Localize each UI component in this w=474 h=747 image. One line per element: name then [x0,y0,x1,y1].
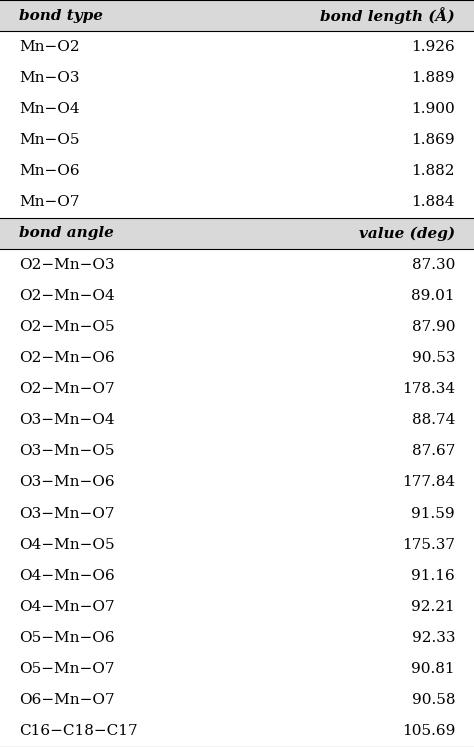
Bar [0,0,474,31]
Text: Mn−O2: Mn−O2 [19,40,80,54]
Bar [0,622,474,654]
Bar [0,436,474,467]
Text: 1.900: 1.900 [411,102,455,116]
Text: 90.58: 90.58 [411,693,455,707]
Bar [0,716,474,747]
Text: Mn−O7: Mn−O7 [19,195,80,209]
Bar [0,125,474,155]
Bar [0,560,474,592]
Text: 1.926: 1.926 [411,40,455,54]
Text: O4−Mn−O7: O4−Mn−O7 [19,600,115,614]
Bar [0,467,474,498]
Bar [0,498,474,529]
Bar [0,31,474,62]
Text: bond length (Å): bond length (Å) [320,7,455,24]
Text: value (deg): value (deg) [359,226,455,241]
Bar [0,187,474,218]
Text: O4−Mn−O6: O4−Mn−O6 [19,568,115,583]
Text: 87.90: 87.90 [411,320,455,334]
Text: 91.16: 91.16 [411,568,455,583]
Text: Mn−O4: Mn−O4 [19,102,80,116]
Bar [0,155,474,187]
Text: 1.882: 1.882 [411,164,455,179]
Bar [0,654,474,685]
Text: 1.889: 1.889 [411,71,455,85]
Bar [0,374,474,405]
Text: 1.884: 1.884 [411,195,455,209]
Text: 91.59: 91.59 [411,506,455,521]
Text: Mn−O5: Mn−O5 [19,133,80,147]
Bar [0,685,474,716]
Text: O2−Mn−O6: O2−Mn−O6 [19,351,115,365]
Text: O5−Mn−O6: O5−Mn−O6 [19,631,115,645]
Text: O2−Mn−O7: O2−Mn−O7 [19,382,115,396]
Text: 105.69: 105.69 [401,725,455,739]
Text: 1.869: 1.869 [411,133,455,147]
Bar [0,280,474,311]
Bar [0,405,474,436]
Text: O6−Mn−O7: O6−Mn−O7 [19,693,115,707]
Text: 90.53: 90.53 [411,351,455,365]
Bar [0,592,474,622]
Text: 177.84: 177.84 [402,475,455,489]
Text: 92.21: 92.21 [411,600,455,614]
Text: O3−Mn−O7: O3−Mn−O7 [19,506,114,521]
Bar [0,218,474,249]
Bar [0,342,474,374]
Text: 175.37: 175.37 [402,538,455,552]
Text: 88.74: 88.74 [411,413,455,427]
Text: 89.01: 89.01 [411,288,455,303]
Text: 87.30: 87.30 [411,258,455,272]
Text: O3−Mn−O6: O3−Mn−O6 [19,475,115,489]
Bar [0,93,474,125]
Text: C16−C18−C17: C16−C18−C17 [19,725,137,739]
Text: Mn−O3: Mn−O3 [19,71,80,85]
Bar [0,62,474,93]
Text: bond type: bond type [19,8,103,22]
Text: bond angle: bond angle [19,226,114,241]
Text: O2−Mn−O5: O2−Mn−O5 [19,320,115,334]
Text: O4−Mn−O5: O4−Mn−O5 [19,538,115,552]
Text: 87.67: 87.67 [411,444,455,459]
Text: O2−Mn−O4: O2−Mn−O4 [19,288,115,303]
Text: 178.34: 178.34 [402,382,455,396]
Bar [0,311,474,342]
Bar [0,529,474,560]
Bar [0,249,474,280]
Text: O5−Mn−O7: O5−Mn−O7 [19,662,114,676]
Text: O2−Mn−O3: O2−Mn−O3 [19,258,115,272]
Text: O3−Mn−O4: O3−Mn−O4 [19,413,115,427]
Text: 90.81: 90.81 [411,662,455,676]
Text: Mn−O6: Mn−O6 [19,164,80,179]
Text: O3−Mn−O5: O3−Mn−O5 [19,444,114,459]
Text: 92.33: 92.33 [411,631,455,645]
